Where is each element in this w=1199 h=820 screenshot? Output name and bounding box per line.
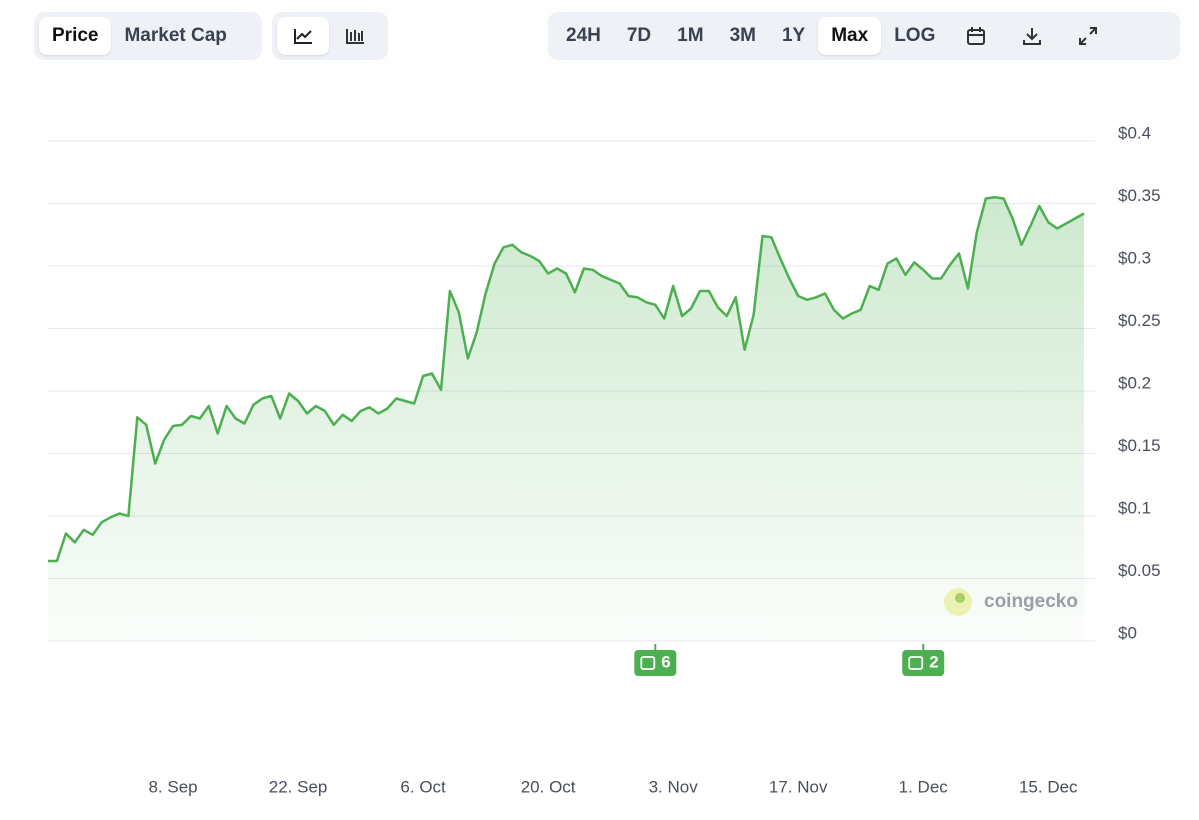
candle-chart-button[interactable] [329,17,381,55]
watermark-logo [944,588,972,616]
badge-icon [640,656,656,670]
view-toggle: Price Market Cap [34,12,262,60]
y-tick-label: $0.4 [1118,123,1151,142]
x-tick-label: 8. Sep [148,777,197,796]
y-tick-label: $0.25 [1118,311,1161,330]
line-icon [294,29,312,44]
price-line [48,196,1085,563]
y-tick-label: $0.05 [1118,561,1161,580]
y-tick-label: $0.15 [1118,436,1161,455]
range-button[interactable]: 7D [626,25,652,46]
y-tick-label: $0.3 [1118,248,1151,267]
chart-style-toggle [272,12,388,60]
range-buttons: 24H 7D 1M 3M 1Y Max LOG [553,17,948,55]
range-button[interactable]: 1Y [781,25,806,46]
range-button[interactable]: 24H [566,25,601,46]
x-tick-label: 3. Nov [649,777,699,796]
range-toggle: 24H 7D 1M 3M 1Y Max LOG [548,12,1180,60]
badge-icon [908,656,924,670]
watermark: coingecko [984,591,1078,612]
range-button[interactable]: Max [818,17,882,55]
y-tick-label: $0 [1118,623,1137,642]
price-area [48,197,1084,642]
view-button[interactable]: Price [39,17,112,55]
calendar-button[interactable] [948,17,1004,55]
badge-box [634,650,677,676]
download-icon [1023,28,1042,45]
x-tick-label: 1. Dec [899,777,949,796]
y-tick-label: $0.1 [1118,498,1151,517]
fullscreen-button[interactable] [1060,17,1116,55]
news-badge: 2 [902,644,945,676]
line-chart-button[interactable] [277,17,329,55]
candle-icon [346,29,364,44]
y-tick-label: $0.35 [1118,186,1161,205]
fullscreen-icon [1079,27,1098,45]
news-badge: 6 [634,644,677,676]
calendar-icon [967,27,986,45]
x-tick-label: 17. Nov [769,777,828,796]
badge-count: 6 [661,652,670,671]
x-tick-label: 6. Oct [400,777,446,796]
range-button[interactable]: 3M [729,25,756,46]
x-tick-label: 22. Sep [269,777,328,796]
badge-box [902,650,945,676]
range-button[interactable]: LOG [894,25,936,46]
download-button[interactable] [1004,17,1060,55]
view-button[interactable]: Market Cap [124,25,227,46]
badge-count: 2 [929,652,938,671]
x-tick-label: 15. Dec [1019,777,1078,796]
x-tick-label: 20. Oct [521,777,576,796]
watermark-logo-eye [955,593,965,603]
range-button[interactable]: 1M [677,25,704,46]
y-tick-label: $0.2 [1118,373,1151,392]
